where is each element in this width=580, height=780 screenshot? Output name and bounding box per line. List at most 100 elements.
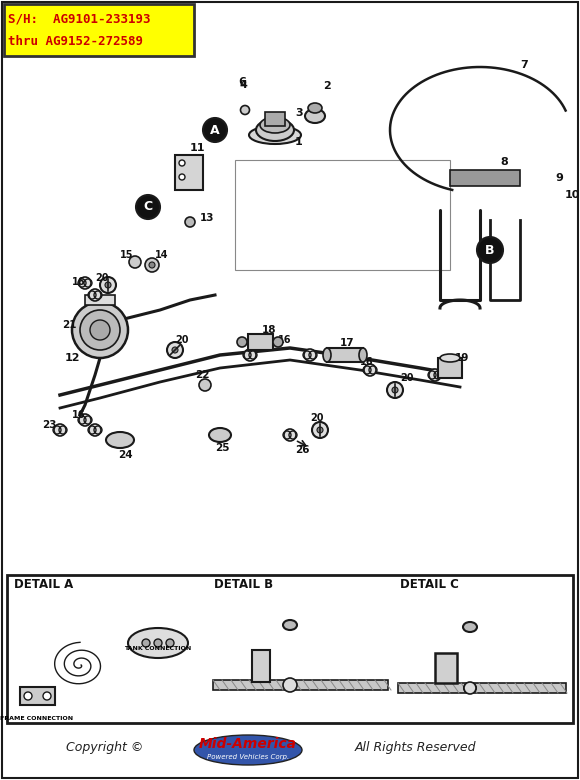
Text: 10: 10 (565, 190, 580, 200)
Text: 32: 32 (300, 688, 314, 698)
Text: 16: 16 (72, 410, 85, 420)
Bar (210, 299, 225, 309)
Ellipse shape (308, 103, 322, 113)
Text: 22: 22 (195, 370, 209, 380)
Circle shape (185, 217, 195, 227)
Circle shape (364, 364, 376, 376)
Text: DETAIL C: DETAIL C (400, 578, 459, 591)
Circle shape (237, 337, 247, 347)
Text: TANK CONNECTION: TANK CONNECTION (124, 646, 191, 651)
Circle shape (166, 639, 174, 647)
Text: 3: 3 (295, 108, 303, 118)
Circle shape (284, 429, 296, 441)
Circle shape (477, 237, 503, 263)
Ellipse shape (284, 680, 296, 690)
Polygon shape (215, 112, 488, 130)
Ellipse shape (323, 348, 331, 362)
Circle shape (24, 692, 32, 700)
Bar (435, 653, 457, 683)
Circle shape (105, 282, 111, 288)
Circle shape (179, 160, 185, 166)
Ellipse shape (209, 428, 231, 442)
Text: C: C (143, 200, 153, 214)
Bar (215, 130, 470, 295)
Text: 1: 1 (295, 137, 303, 147)
Circle shape (179, 174, 185, 180)
Text: 16: 16 (278, 335, 292, 345)
Bar (175, 155, 203, 190)
Ellipse shape (283, 620, 297, 630)
Text: Mid-America: Mid-America (199, 737, 297, 751)
Circle shape (387, 382, 403, 398)
Text: Copyright ©: Copyright © (66, 742, 144, 754)
Circle shape (172, 347, 178, 353)
Circle shape (136, 195, 160, 219)
Text: 13: 13 (272, 610, 287, 620)
Ellipse shape (128, 628, 188, 658)
Ellipse shape (463, 622, 477, 632)
Text: 34: 34 (480, 618, 495, 628)
Text: 20: 20 (95, 273, 108, 283)
Text: 12: 12 (65, 353, 81, 363)
Circle shape (167, 342, 183, 358)
Text: 27: 27 (14, 648, 28, 658)
Bar (235, 160, 450, 270)
Text: Powered Vehicles Corp.: Powered Vehicles Corp. (207, 754, 289, 760)
Bar (265, 112, 285, 126)
Text: 6: 6 (238, 77, 246, 87)
Text: 13: 13 (200, 213, 215, 223)
Text: FRAME CONNECTION: FRAME CONNECTION (1, 715, 74, 721)
Text: 30: 30 (218, 662, 233, 672)
Circle shape (429, 369, 441, 381)
Circle shape (312, 422, 328, 438)
Circle shape (142, 639, 150, 647)
Ellipse shape (241, 105, 249, 115)
Bar (252, 650, 270, 682)
Ellipse shape (260, 117, 290, 133)
Text: 4: 4 (240, 80, 248, 90)
Ellipse shape (440, 354, 460, 362)
Circle shape (72, 302, 128, 358)
Circle shape (89, 289, 101, 301)
Text: DETAIL A: DETAIL A (14, 578, 73, 591)
Ellipse shape (256, 119, 294, 141)
Text: 20: 20 (400, 373, 414, 383)
Text: A: A (210, 123, 220, 136)
Bar (248, 334, 273, 350)
Text: 20: 20 (175, 335, 188, 345)
Bar (450, 170, 520, 186)
Text: 5: 5 (105, 608, 113, 618)
Circle shape (100, 277, 116, 293)
Bar (4, 4, 194, 56)
Circle shape (392, 387, 398, 393)
Text: 8: 8 (500, 157, 508, 167)
Ellipse shape (106, 432, 134, 448)
Text: 7: 7 (520, 60, 528, 70)
Ellipse shape (359, 348, 367, 362)
Circle shape (317, 427, 323, 433)
Text: 29: 29 (60, 685, 74, 695)
Circle shape (79, 277, 91, 289)
Text: 31: 31 (280, 708, 295, 718)
Text: 2: 2 (323, 81, 331, 91)
Circle shape (149, 262, 155, 268)
Circle shape (145, 258, 159, 272)
Circle shape (464, 682, 476, 694)
Circle shape (80, 310, 120, 350)
Circle shape (304, 349, 316, 361)
Text: 30: 30 (398, 682, 412, 692)
Bar (213, 680, 388, 690)
Text: 28: 28 (14, 685, 28, 695)
Text: 33: 33 (318, 708, 332, 718)
Circle shape (283, 678, 297, 692)
Text: 11: 11 (190, 143, 205, 153)
Circle shape (43, 692, 51, 700)
Polygon shape (150, 271, 575, 283)
Text: DETAIL B: DETAIL B (214, 578, 273, 591)
Bar (438, 358, 462, 378)
Bar (470, 299, 485, 309)
Text: 24: 24 (118, 450, 133, 460)
Circle shape (79, 414, 91, 426)
Circle shape (273, 337, 283, 347)
Circle shape (90, 320, 110, 340)
